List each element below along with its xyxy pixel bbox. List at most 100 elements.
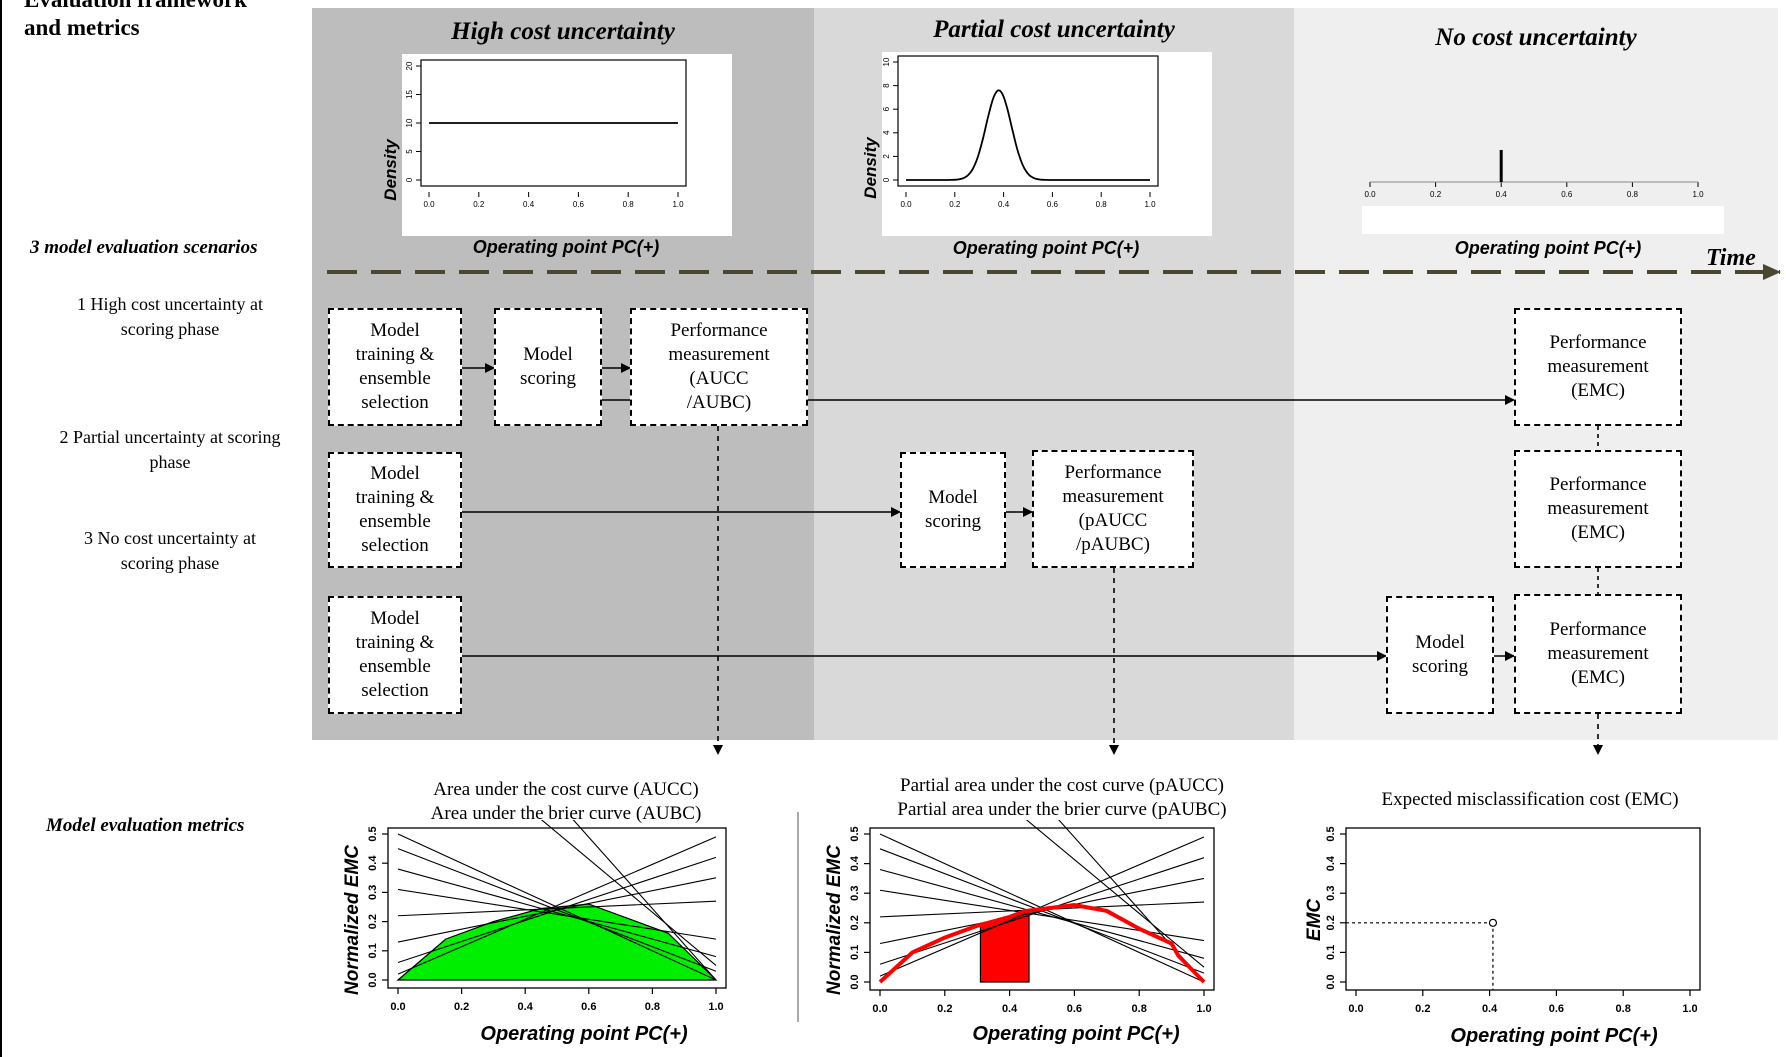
metric-chart-pau: Normalized EMC Operating point PC(+) 0.0… bbox=[824, 820, 1215, 1045]
y-tick-label: 8 bbox=[882, 83, 891, 88]
density-plot-partial-area: 0.0 0.2 0.4 0.6 0.8 1.0 0 2 4 6 8 10 bbox=[882, 55, 1159, 209]
x-tick-label: 1.0 bbox=[1692, 190, 1704, 199]
x-tick-label: 0.8 bbox=[1627, 190, 1639, 199]
x-tick-label: 1.0 bbox=[1682, 1003, 1697, 1015]
plot-frame bbox=[1345, 827, 1701, 991]
y-tick-label: 0.1 bbox=[849, 945, 861, 960]
y-tick-label: 0.3 bbox=[367, 885, 379, 900]
x-tick-label: 0.0 bbox=[900, 200, 912, 209]
box-performance-aucc: Performance measurement (AUCC /AUBC) bbox=[630, 308, 808, 426]
scenarios-label: 3 model evaluation scenarios bbox=[30, 237, 258, 258]
x-tick-label: 0.4 bbox=[1002, 1003, 1018, 1015]
time-label: Time bbox=[1706, 245, 1756, 271]
framework-title: Evaluation framework and metrics bbox=[24, 0, 247, 40]
metric-chart-xlabel: Operating point PC(+) bbox=[480, 1023, 688, 1045]
box-performance-pau: Performance measurement (pAUCC /pAUBC) bbox=[1032, 450, 1194, 568]
x-tick-label: 0.0 bbox=[390, 1001, 405, 1013]
metric-title-aucc: Area under the cost curve (AUCC) Area un… bbox=[430, 779, 702, 824]
scenario-3-label: 3 No cost uncertainty at scoring phase bbox=[84, 528, 256, 573]
y-tick-label: 0.1 bbox=[1325, 945, 1337, 960]
box-performance-emc-1: Performance measurement (EMC) bbox=[1514, 308, 1682, 426]
x-tick-label: 0.0 bbox=[423, 200, 435, 209]
metric-title-emc: Expected misclassification cost (EMC) bbox=[1381, 789, 1679, 810]
metric-chart-xlabel: Operating point PC(+) bbox=[1450, 1025, 1658, 1047]
plot-panel bbox=[402, 54, 732, 236]
density-plot-high: Density Operating point PC(+) 0.0 0.2 0.4 0… bbox=[381, 54, 732, 257]
y-tick-label: 0 bbox=[405, 177, 414, 182]
x-tick-label: 0.0 bbox=[872, 1003, 887, 1015]
density-xlabel: Operating point PC(+) bbox=[1455, 238, 1642, 258]
y-tick-label: 0.3 bbox=[1325, 886, 1337, 901]
column-title-high: High cost uncertainty bbox=[451, 18, 675, 45]
y-tick-label: 10 bbox=[882, 57, 891, 66]
metric-chart-ylabel: EMC bbox=[1304, 899, 1325, 942]
x-tick-label: 0.6 bbox=[573, 200, 585, 209]
metric-chart-xlabel: Operating point PC(+) bbox=[972, 1023, 1180, 1045]
x-tick-label: 0.4 bbox=[1496, 190, 1508, 199]
y-tick-label: 0.2 bbox=[1325, 915, 1337, 930]
x-tick-label: 0.2 bbox=[1415, 1003, 1430, 1015]
y-tick-label: 0.2 bbox=[849, 915, 861, 930]
cost-line bbox=[397, 836, 717, 975]
y-tick-label: 15 bbox=[405, 90, 414, 99]
x-tick-label: 0.0 bbox=[1364, 190, 1376, 199]
x-tick-label: 0.8 bbox=[645, 1001, 660, 1013]
cost-line bbox=[879, 868, 1205, 959]
x-tick-label: 0.4 bbox=[998, 200, 1010, 209]
y-tick-label: 0.1 bbox=[367, 943, 379, 958]
y-tick-label: 20 bbox=[405, 61, 414, 70]
y-tick-label: 0.5 bbox=[1325, 826, 1337, 841]
scenario-1-label: 1 High cost uncertainty at scoring phase bbox=[77, 294, 263, 339]
y-tick-label: 0.3 bbox=[849, 886, 861, 901]
x-tick-label: 0.6 bbox=[581, 1001, 596, 1013]
plot-panel bbox=[1362, 206, 1724, 234]
cost-line bbox=[397, 888, 717, 940]
plot-panel bbox=[882, 52, 1212, 236]
cost-line bbox=[397, 833, 717, 981]
box-model-training-2: Model training & ensemble selection bbox=[328, 452, 462, 568]
y-tick-label: 4 bbox=[882, 130, 891, 135]
x-tick-label: 1.0 bbox=[1144, 200, 1156, 209]
box-performance-emc-2: Performance measurement (EMC) bbox=[1514, 450, 1682, 568]
x-tick-label: 0.6 bbox=[1549, 1003, 1564, 1015]
aucc-area bbox=[396, 903, 718, 981]
y-tick-label: 0.0 bbox=[367, 972, 379, 987]
x-tick-label: 1.0 bbox=[708, 1001, 723, 1013]
x-tick-label: 0.6 bbox=[1047, 200, 1059, 209]
box-model-training-1: Model training & ensemble selection bbox=[328, 308, 462, 426]
x-tick-label: 1.0 bbox=[672, 200, 684, 209]
y-tick-label: 0 bbox=[882, 177, 891, 182]
y-tick-label: 0.5 bbox=[849, 826, 861, 841]
box-model-scoring-3: Model scoring bbox=[1386, 596, 1494, 714]
x-tick-label: 0.8 bbox=[1132, 1003, 1147, 1015]
x-tick-label: 0.4 bbox=[518, 1001, 534, 1013]
box-model-scoring-1: Model scoring bbox=[494, 308, 602, 426]
scenario-2-label: 2 Partial uncertainty at scoring phase bbox=[59, 427, 281, 472]
x-tick-label: 0.6 bbox=[1067, 1003, 1082, 1015]
x-tick-label: 0.8 bbox=[1616, 1003, 1631, 1015]
y-tick-label: 0.4 bbox=[367, 855, 379, 871]
density-plot-partial: Density Operating point PC(+) 0.0 0.2 0.4 0… bbox=[861, 52, 1212, 258]
x-tick-label: 0.2 bbox=[473, 200, 485, 209]
x-tick-label: 1.0 bbox=[1196, 1003, 1211, 1015]
density-xlabel: Operating point PC(+) bbox=[473, 237, 660, 257]
column-title-none: No cost uncertainty bbox=[1435, 24, 1637, 51]
metrics-label: Model evaluation metrics bbox=[46, 815, 245, 836]
x-tick-label: 0.6 bbox=[1561, 190, 1573, 199]
x-tick-label: 0.2 bbox=[454, 1001, 469, 1013]
x-tick-label: 0.8 bbox=[1096, 200, 1108, 209]
y-tick-label: 0.4 bbox=[849, 855, 861, 871]
metric-chart-aucc: Normalized EMC Operating point PC(+) 0.0… bbox=[342, 820, 727, 1045]
x-tick-label: 0.4 bbox=[1482, 1003, 1498, 1015]
density-plot-high-area: 0.0 0.2 0.4 0.6 0.8 1.0 0 5 10 15 20 bbox=[405, 59, 687, 209]
density-ylabel: Density bbox=[381, 138, 400, 201]
x-tick-label: 0.4 bbox=[523, 200, 535, 209]
cost-line bbox=[1025, 820, 1205, 968]
x-tick-label: 0.0 bbox=[1348, 1003, 1363, 1015]
cost-line bbox=[397, 856, 717, 964]
metric-chart-ylabel: Normalized EMC bbox=[824, 845, 845, 995]
cost-line bbox=[397, 868, 717, 958]
metric-chart-emc: EMC Operating point PC(+) 0.0 0.2 0.4 0.6 0.… bbox=[1304, 826, 1701, 1047]
column-title-partial: Partial cost uncertainty bbox=[933, 16, 1175, 43]
density-xlabel: Operating point PC(+) bbox=[953, 238, 1140, 258]
